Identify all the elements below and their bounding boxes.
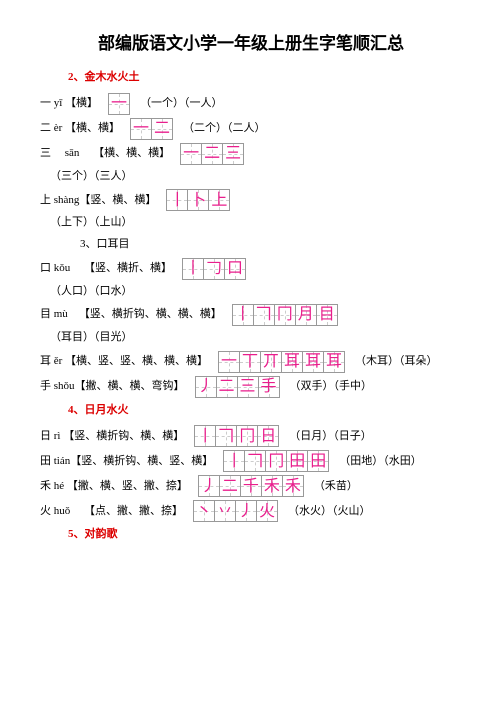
stroke-grid: 丨 𠃍 冂 月 目 xyxy=(232,304,338,326)
char-label: 耳 ěr 【横、竖、竖、横、横、横】 xyxy=(40,353,208,371)
examples: （水火）（火山） xyxy=(288,503,371,521)
entry-yi: 一 yī 【横】 一 （一个）（一人） xyxy=(40,93,462,115)
examples: （木耳）（耳朵） xyxy=(355,353,438,371)
entry-huo: 火 huǒ 【点、撇、撇、捺】 丶 丷 丿 火 （水火）（火山） xyxy=(40,500,462,522)
stroke-grid: 丨 𠃍 冂 日 xyxy=(194,425,279,447)
entry-kou: 口 kǒu 【竖、横折、横】 丨 𠃌 口 xyxy=(40,258,462,280)
examples: （二个）（二人） xyxy=(183,120,266,138)
entry-shang: 上 shàng【竖、横、横】 丨 卜 上 xyxy=(40,189,462,211)
char-label: 二 èr 【横、横】 xyxy=(40,120,120,138)
char-label: 三 sān 【横、横、横】 xyxy=(40,145,170,163)
examples: （三个）（三人） xyxy=(50,168,462,186)
char-label: 上 shàng【竖、横、横】 xyxy=(40,192,156,210)
examples: （禾苗） xyxy=(314,478,358,496)
page-title: 部编版语文小学一年级上册生字笔顺汇总 xyxy=(40,30,462,57)
examples: （日月）（日子） xyxy=(289,428,372,446)
examples: （耳目）（目光） xyxy=(50,329,462,347)
stroke-grid: 一 xyxy=(108,93,130,115)
examples: （双手）（手中） xyxy=(290,378,373,396)
section-header-4: 4、日月水火 xyxy=(68,402,462,420)
stroke-grid: 丿 二 千 禾 禾 xyxy=(198,475,304,497)
examples: （一个）（一人） xyxy=(140,95,223,113)
section-header-2: 2、金木水火土 xyxy=(68,69,462,87)
entry-san: 三 sān 【横、横、横】 一 二 三 xyxy=(40,143,462,165)
entry-tian: 田 tián【竖、横折钩、横、竖、横】 丨 𠃍 冂 田 田 （田地）（水田） xyxy=(40,450,462,472)
section-header-5: 5、对韵歌 xyxy=(68,526,462,544)
stroke-grid: 丨 𠃍 冂 田 田 xyxy=(223,450,329,472)
entry-shou: 手 shǒu【撇、横、横、弯钩】 丿 二 三 手 （双手）（手中） xyxy=(40,376,462,398)
examples: （田地）（水田） xyxy=(339,453,422,471)
examples: （上下）（上山） xyxy=(50,214,462,232)
entry-he: 禾 hé 【撇、横、竖、撇、捺】 丿 二 千 禾 禾 （禾苗） xyxy=(40,475,462,497)
stroke-grid: 一 丅 丌 耳 耳 耳 xyxy=(218,351,345,373)
char-label: 手 shǒu【撇、横、横、弯钩】 xyxy=(40,378,185,396)
entry-mu: 目 mù 【竖、横折钩、横、横、横】 丨 𠃍 冂 月 目 xyxy=(40,304,462,326)
stroke-grid: 一 二 三 xyxy=(180,143,244,165)
entry-er: 二 èr 【横、横】 一 二 （二个）（二人） xyxy=(40,118,462,140)
char-label: 日 rì 【竖、横折钩、横、横】 xyxy=(40,428,184,446)
stroke-grid: 一 二 xyxy=(130,118,173,140)
stroke-grid: 丶 丷 丿 火 xyxy=(193,500,278,522)
char-label: 禾 hé 【撇、横、竖、撇、捺】 xyxy=(40,478,188,496)
char-label: 火 huǒ 【点、撇、撇、捺】 xyxy=(40,503,183,521)
stroke-grid: 丨 𠃌 口 xyxy=(182,258,246,280)
stroke-grid: 丨 卜 上 xyxy=(166,189,230,211)
section-header-3: 3、口耳目 xyxy=(80,236,462,254)
char-label: 目 mù 【竖、横折钩、横、横、横】 xyxy=(40,306,222,324)
char-label: 口 kǒu 【竖、横折、横】 xyxy=(40,260,172,278)
char-label: 一 yī 【横】 xyxy=(40,95,98,113)
entry-er2: 耳 ěr 【横、竖、竖、横、横、横】 一 丅 丌 耳 耳 耳 （木耳）（耳朵） xyxy=(40,351,462,373)
entry-ri: 日 rì 【竖、横折钩、横、横】 丨 𠃍 冂 日 （日月）（日子） xyxy=(40,425,462,447)
examples: （人口）（口水） xyxy=(50,283,462,301)
stroke-grid: 丿 二 三 手 xyxy=(195,376,280,398)
char-label: 田 tián【竖、横折钩、横、竖、横】 xyxy=(40,453,213,471)
